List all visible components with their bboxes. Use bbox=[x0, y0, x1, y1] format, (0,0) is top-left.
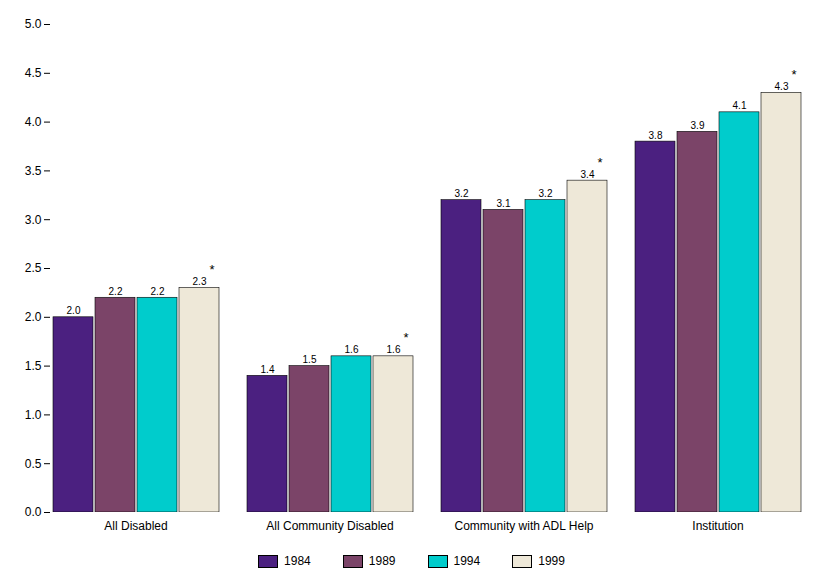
svg-text:1.5: 1.5 bbox=[303, 354, 317, 365]
svg-text:3.0: 3.0 bbox=[25, 213, 42, 227]
svg-text:2.2: 2.2 bbox=[151, 286, 165, 297]
svg-text:2.0: 2.0 bbox=[25, 310, 42, 324]
svg-text:2.2: 2.2 bbox=[109, 286, 123, 297]
svg-text:3.2: 3.2 bbox=[455, 188, 469, 199]
html-text:1989: 1989 bbox=[368, 554, 396, 568]
svg-text:0.5: 0.5 bbox=[25, 457, 42, 471]
html-text:1984: 1984 bbox=[284, 554, 311, 568]
svg-text:1.0: 1.0 bbox=[25, 408, 42, 422]
svg-text:3.2: 3.2 bbox=[539, 188, 553, 199]
svg-text:4.0: 4.0 bbox=[25, 115, 42, 129]
svg-text:3.4: 3.4 bbox=[581, 169, 595, 180]
html-text:1994: 1994 bbox=[453, 554, 481, 568]
svg-text:4.1: 4.1 bbox=[733, 100, 747, 111]
svg-text:Community with ADL Help: Community with ADL Help bbox=[455, 519, 594, 533]
svg-text:*: * bbox=[792, 67, 797, 82]
svg-text:3.1: 3.1 bbox=[497, 198, 511, 209]
svg-text:1.6: 1.6 bbox=[345, 344, 359, 355]
svg-text:Institution: Institution bbox=[692, 519, 743, 533]
svg-text:All Disabled: All Disabled bbox=[104, 519, 167, 533]
svg-text:1.5: 1.5 bbox=[25, 359, 42, 373]
svg-text:*: * bbox=[404, 330, 409, 345]
svg-text:1.4: 1.4 bbox=[261, 364, 275, 375]
svg-text:3.9: 3.9 bbox=[691, 120, 705, 131]
svg-text:4.5: 4.5 bbox=[25, 66, 42, 80]
svg-text:0.0: 0.0 bbox=[25, 505, 42, 519]
svg-text:3.5: 3.5 bbox=[25, 164, 42, 178]
svg-text:All Community Disabled: All Community Disabled bbox=[266, 519, 393, 533]
svg-text:2.3: 2.3 bbox=[193, 276, 207, 287]
svg-text:2.0: 2.0 bbox=[67, 305, 81, 316]
svg-text:3.8: 3.8 bbox=[649, 130, 663, 141]
html-text:1999: 1999 bbox=[538, 554, 565, 568]
svg-text:*: * bbox=[598, 155, 603, 170]
svg-text:1.6: 1.6 bbox=[387, 344, 401, 355]
svg-text:4.3: 4.3 bbox=[775, 81, 789, 92]
svg-text:*: * bbox=[210, 262, 215, 277]
svg-text:5.0: 5.0 bbox=[25, 17, 42, 31]
svg-text:2.5: 2.5 bbox=[25, 261, 42, 275]
